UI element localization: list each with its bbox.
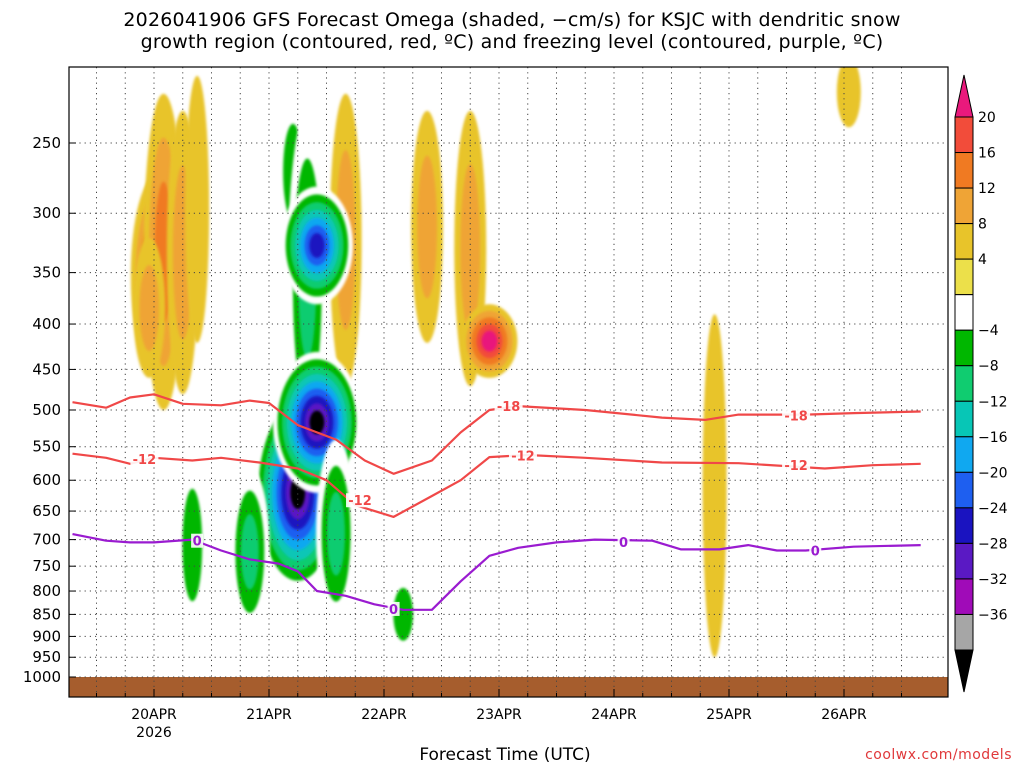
colorbar-label: −24	[978, 501, 1008, 517]
colorbar-label: 8	[978, 217, 987, 233]
y-tick-label: 1000	[23, 668, 61, 686]
colorbar-label: −8	[978, 359, 999, 375]
y-tick-label: 750	[32, 557, 61, 575]
omega-cell	[836, 67, 861, 128]
y-tick-label: 850	[32, 605, 61, 623]
colorbar-label: −32	[978, 572, 1008, 588]
contour-label: 0	[811, 544, 820, 559]
contour-label: -18	[497, 400, 521, 415]
x-tick-label: 22APR	[361, 707, 407, 723]
y-tick-label: 900	[32, 627, 61, 645]
temperature-contours: -18 -18 -12 -12 -12 -12 0 0 0 0	[72, 393, 921, 618]
contour-line	[72, 393, 921, 475]
colorbar-box	[954, 187, 974, 225]
colorbar-label: 16	[978, 146, 996, 162]
x-tick-label: 26APR	[821, 707, 867, 723]
contour-label: -18	[784, 409, 808, 424]
chart-title-line-1: 2026041906 GFS Forecast Omega (shaded, −…	[123, 9, 901, 31]
x-tick-label: 21APR	[246, 707, 292, 723]
ground-fill	[69, 677, 948, 697]
colorbar-box	[954, 365, 974, 402]
omega-cell	[702, 314, 727, 658]
colorbar-label: −28	[978, 536, 1008, 552]
omega-cell	[387, 571, 420, 658]
colorbar-box	[954, 329, 974, 367]
colorbar-box	[954, 223, 974, 260]
x-axis: 20APR 2026 21APR 22APR 23APR 24APR 25APR 26APR	[96, 689, 902, 741]
colorbar-top-arrow	[954, 74, 974, 118]
omega-cell	[411, 110, 444, 343]
plot-frame	[68, 66, 949, 698]
source-credit: coolwx.com/models	[865, 747, 1012, 763]
colorbar-box	[954, 507, 974, 544]
colorbar-box	[954, 436, 974, 473]
x-tick-label: 24APR	[591, 707, 637, 723]
x-tick-label: 25APR	[706, 707, 752, 723]
y-tick-label: 500	[32, 401, 61, 419]
colorbar-box	[954, 258, 974, 296]
x-axis-title: Forecast Time (UTC)	[419, 745, 591, 765]
omega-cell	[133, 238, 166, 378]
ground-layer	[69, 677, 948, 697]
y-tick-label: 400	[32, 315, 61, 333]
omega-cell	[884, 200, 909, 273]
colorbar-label: −4	[978, 323, 999, 339]
omega-cell	[229, 467, 270, 637]
colorbar-box	[954, 294, 974, 331]
y-tick-label: 550	[32, 438, 61, 456]
contour-label: 0	[619, 536, 628, 551]
colorbar-box	[954, 152, 974, 189]
chart-title-line-2: growth region (contoured, red, ºC) and f…	[140, 31, 884, 53]
y-axis: 250 300 350 400 450 500 550 600 650 700 750 800 850 9…	[23, 134, 76, 686]
colorbar-box	[954, 471, 974, 509]
omega-cell	[461, 304, 518, 378]
contour-label: -12	[348, 494, 372, 509]
colorbar-box	[954, 613, 974, 651]
omega-cell	[316, 439, 357, 628]
colorbar-label: 12	[978, 181, 996, 197]
omega-cell	[280, 186, 353, 305]
y-tick-label: 700	[32, 531, 61, 549]
contour-line	[72, 452, 921, 518]
y-tick-label: 950	[32, 648, 61, 666]
y-tick-label: 350	[32, 264, 61, 282]
colorbar-legend: 20 16 12 8 4 −4 −8 −12 −16 −20 −24 −28 −32 −36	[954, 74, 1008, 693]
colorbar-label: −12	[978, 394, 1008, 410]
colorbar-box	[954, 116, 974, 154]
colorbar-label: 20	[978, 110, 996, 126]
colorbar-box	[954, 578, 974, 615]
contour-label: -12	[784, 459, 808, 474]
y-tick-label: 800	[32, 582, 61, 600]
colorbar-label: −36	[978, 607, 1008, 623]
x-tick-label: 20APR	[131, 707, 177, 723]
colorbar-label: −20	[978, 465, 1008, 481]
omega-cell	[185, 75, 210, 343]
contour-label: -12	[511, 450, 535, 465]
colorbar-label: 4	[978, 252, 987, 268]
colorbar-box	[954, 400, 974, 438]
y-tick-label: 600	[32, 471, 61, 489]
y-tick-label: 300	[32, 204, 61, 222]
colorbar-box	[954, 542, 974, 580]
contour-label: 0	[389, 603, 398, 618]
x-tick-label: 23APR	[476, 707, 522, 723]
colorbar-bottom-arrow	[954, 649, 974, 693]
contour-label: -12	[133, 453, 157, 468]
y-tick-label: 450	[32, 360, 61, 378]
omega-shading	[130, 67, 909, 658]
y-tick-label: 650	[32, 502, 61, 520]
gridlines	[69, 67, 948, 697]
y-tick-label: 250	[32, 134, 61, 152]
x-tick-sublabel: 2026	[136, 725, 172, 741]
colorbar-label: −16	[978, 430, 1008, 446]
contour-label: 0	[193, 535, 202, 550]
